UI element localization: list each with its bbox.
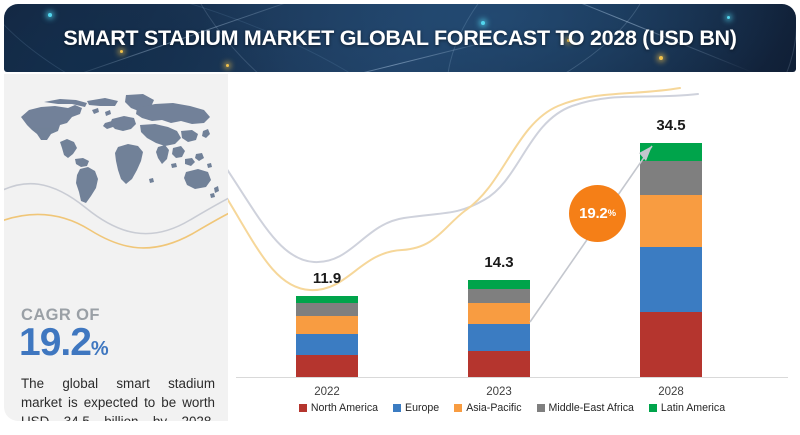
bar-total-label-2028: 34.5: [656, 117, 686, 134]
bar-2023[interactable]: [468, 280, 530, 377]
bar-segment-north-america[interactable]: [296, 355, 358, 377]
banner-glow-dot: [567, 39, 570, 42]
legend-label: Latin America: [660, 402, 726, 414]
bar-total-label-2023: 14.3: [484, 254, 514, 271]
legend-label: Middle-East Africa: [548, 402, 634, 414]
x-axis-label-2023: 2023: [486, 386, 512, 398]
stacked-bar-chart: 11.9 14.3 34.5 2022 2023 2028 19.2%: [228, 74, 796, 421]
legend-label: Asia-Pacific: [466, 402, 522, 414]
banner-glow-dot: [48, 13, 52, 17]
bar-2022[interactable]: [296, 296, 358, 377]
bar-segment-middle-east-africa[interactable]: [296, 303, 358, 316]
legend-label: Europe: [405, 402, 440, 414]
legend-item[interactable]: Europe: [393, 402, 439, 414]
banner-glow-dot: [226, 64, 229, 67]
banner-glow-dot: [659, 56, 663, 60]
legend-swatch-icon: [298, 404, 307, 412]
header-banner: SMART STADIUM MARKET GLOBAL FORECAST TO …: [4, 4, 796, 72]
cagr-callout-percent-symbol: %: [607, 208, 616, 219]
legend-label: North America: [310, 402, 379, 414]
bar-segment-europe[interactable]: [640, 247, 702, 312]
legend-item[interactable]: Asia-Pacific: [454, 402, 522, 414]
x-axis-label-2028: 2028: [658, 386, 684, 398]
x-axis-label-2022: 2022: [314, 386, 340, 398]
bar-segment-europe[interactable]: [468, 324, 530, 351]
bar-segment-north-america[interactable]: [468, 350, 530, 377]
cagr-callout-badge: 19.2%: [569, 185, 626, 242]
bar-2028[interactable]: [640, 143, 702, 377]
world-map-icon: [12, 88, 222, 208]
bar-segment-asia-pacific[interactable]: [296, 315, 358, 335]
cagr-value: 19.2%: [19, 321, 109, 364]
bar-segment-asia-pacific[interactable]: [468, 303, 530, 325]
summary-paragraph: The global smart stadium market is expec…: [21, 376, 215, 421]
banner-glow-dot: [727, 16, 730, 19]
chart-baseline: [236, 377, 788, 378]
cagr-number: 19.2: [19, 321, 92, 364]
bar-segment-north-america[interactable]: [640, 311, 702, 377]
decorative-wave-left: [4, 164, 228, 254]
banner-glow-dot: [120, 50, 123, 53]
bar-segment-europe[interactable]: [296, 334, 358, 356]
page-title: SMART STADIUM MARKET GLOBAL FORECAST TO …: [63, 25, 737, 50]
bar-total-label-2022: 11.9: [312, 270, 342, 288]
bar-segment-middle-east-africa[interactable]: [640, 161, 702, 196]
cagr-callout-value: 19.2: [579, 205, 608, 222]
bar-segment-latin-america[interactable]: [640, 143, 702, 162]
legend-swatch-icon: [393, 404, 402, 412]
decorative-wave-chart: [228, 74, 796, 334]
legend-swatch-icon: [536, 404, 545, 412]
legend-item[interactable]: North America: [298, 402, 379, 414]
cagr-percent-symbol: %: [90, 338, 109, 360]
chart-legend: North America Europe Asia-Pacific Middle-Ea…: [228, 399, 796, 417]
legend-swatch-icon: [454, 404, 463, 412]
bar-segment-latin-america[interactable]: [296, 296, 358, 304]
legend-swatch-icon: [648, 404, 657, 412]
legend-item[interactable]: Latin America: [648, 402, 726, 414]
banner-glow-dot: [481, 21, 485, 25]
summary-panel: CAGR OF 19.2% The global smart stadium m…: [4, 74, 228, 421]
cagr-caption: CAGR OF: [21, 306, 100, 324]
bar-segment-latin-america[interactable]: [468, 280, 530, 289]
legend-item[interactable]: Middle-East Africa: [536, 402, 634, 414]
bar-segment-middle-east-africa[interactable]: [468, 288, 530, 304]
bar-segment-asia-pacific[interactable]: [640, 195, 702, 248]
